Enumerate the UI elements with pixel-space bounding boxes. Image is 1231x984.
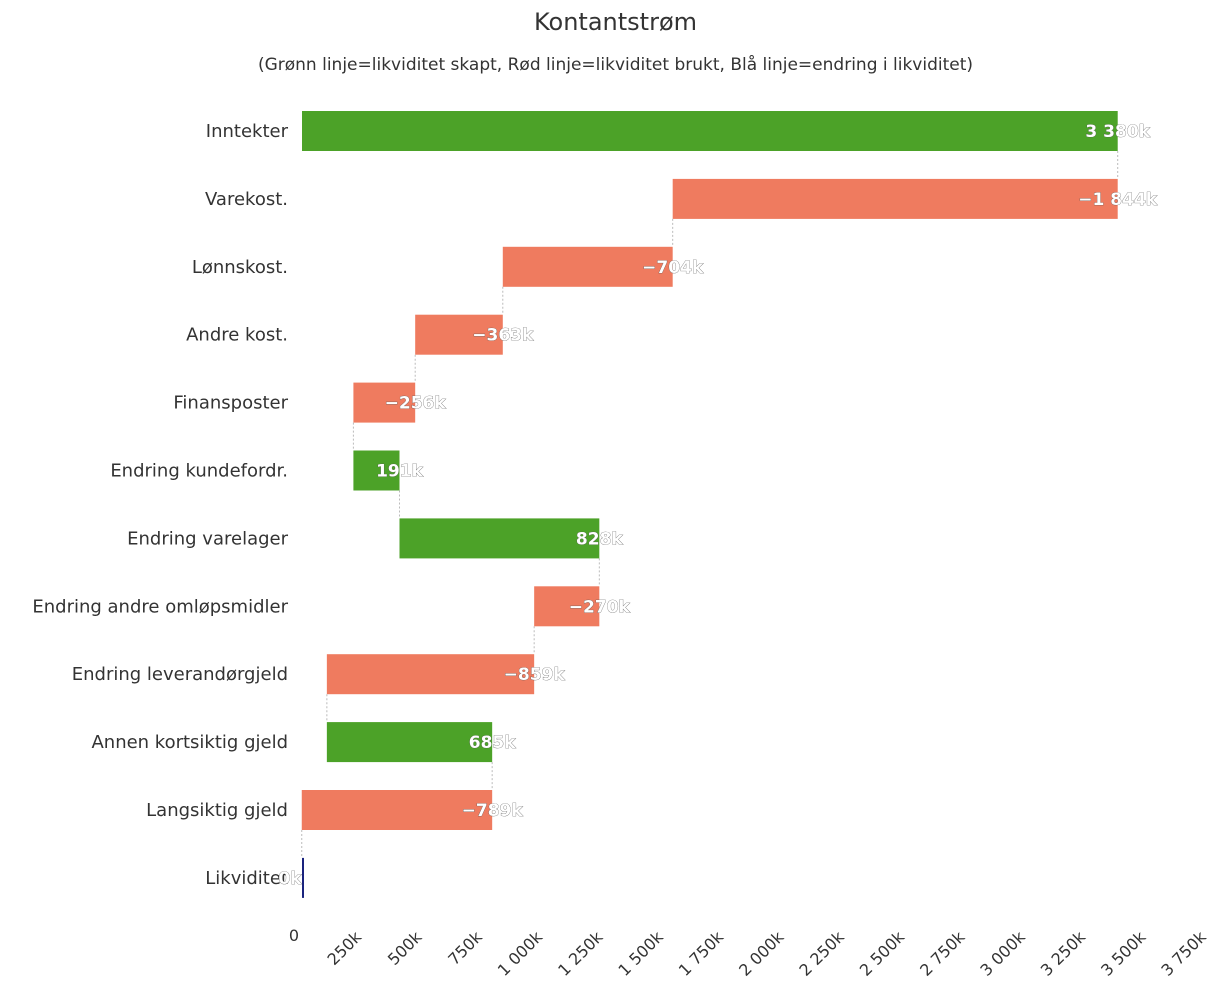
- x-tick-label: 2 750k: [916, 927, 969, 980]
- x-tick-label: 250k: [324, 927, 366, 969]
- waterfall-bar: [415, 314, 503, 355]
- x-tick-label: 3 250k: [1037, 927, 1090, 980]
- category-label: Varekost.: [205, 189, 288, 210]
- data-label: −859k: [504, 665, 566, 685]
- category-label: Endring kundefordr.: [110, 461, 288, 482]
- waterfall-bar: [534, 586, 600, 627]
- x-tick-label: 1 250k: [554, 927, 607, 980]
- data-label: −363k: [472, 326, 534, 346]
- data-label: 0k: [278, 869, 302, 889]
- total-bar: [302, 857, 304, 898]
- category-label: Langsiktig gjeld: [146, 800, 288, 821]
- waterfall-bar: [353, 450, 400, 491]
- category-label: Endring andre omløpsmidler: [32, 596, 288, 617]
- waterfall-bar: [326, 654, 535, 695]
- x-tick-label: 500k: [384, 927, 426, 969]
- data-label: −270k: [569, 597, 631, 617]
- chart-subtitle: (Grønn linje=likviditet skapt, Rød linje…: [257, 55, 974, 75]
- x-tick-label: 3 000k: [976, 927, 1029, 980]
- x-tick-label: 750k: [444, 927, 486, 969]
- data-label: −704k: [642, 258, 704, 278]
- waterfall-bar: [302, 111, 1118, 151]
- category-label: Finansposter: [173, 393, 288, 414]
- x-tick-label: 1 750k: [675, 927, 728, 980]
- waterfall-bar: [672, 178, 1118, 219]
- x-tick-label: 2 000k: [735, 927, 788, 980]
- x-tick-label: 2 500k: [856, 927, 909, 980]
- category-label: Inntekter: [206, 121, 289, 142]
- category-label: Annen kortsiktig gjeld: [91, 732, 288, 753]
- x-tick-label: 3 500k: [1097, 927, 1150, 980]
- waterfall-bar: [326, 722, 493, 763]
- data-label: 191k: [376, 462, 423, 482]
- waterfall-bar: [399, 518, 600, 559]
- data-label: 685k: [469, 733, 516, 753]
- category-label: Endring leverandørgjeld: [72, 664, 288, 685]
- x-tick-label: 0: [289, 926, 299, 945]
- data-label: −1 844k: [1078, 190, 1157, 210]
- data-label: −256k: [385, 394, 447, 414]
- data-label: 828k: [576, 529, 623, 549]
- x-tick-label: 3 750k: [1157, 927, 1210, 980]
- x-tick-label: 2 250k: [795, 927, 848, 980]
- x-tick-label: 1 000k: [494, 927, 547, 980]
- data-label: −789k: [462, 801, 524, 821]
- x-tick-label: 1 500k: [614, 927, 667, 980]
- waterfall-bar: [502, 246, 673, 287]
- chart-title: Kontantstrøm: [533, 8, 698, 36]
- category-label: Likviditet: [205, 868, 288, 889]
- data-label: 3 380k: [1085, 122, 1150, 142]
- category-label: Andre kost.: [186, 325, 288, 346]
- waterfall-bar: [353, 382, 416, 423]
- waterfall-bar: [301, 790, 493, 830]
- category-label: Endring varelager: [127, 528, 288, 549]
- category-label: Lønnskost.: [192, 257, 288, 278]
